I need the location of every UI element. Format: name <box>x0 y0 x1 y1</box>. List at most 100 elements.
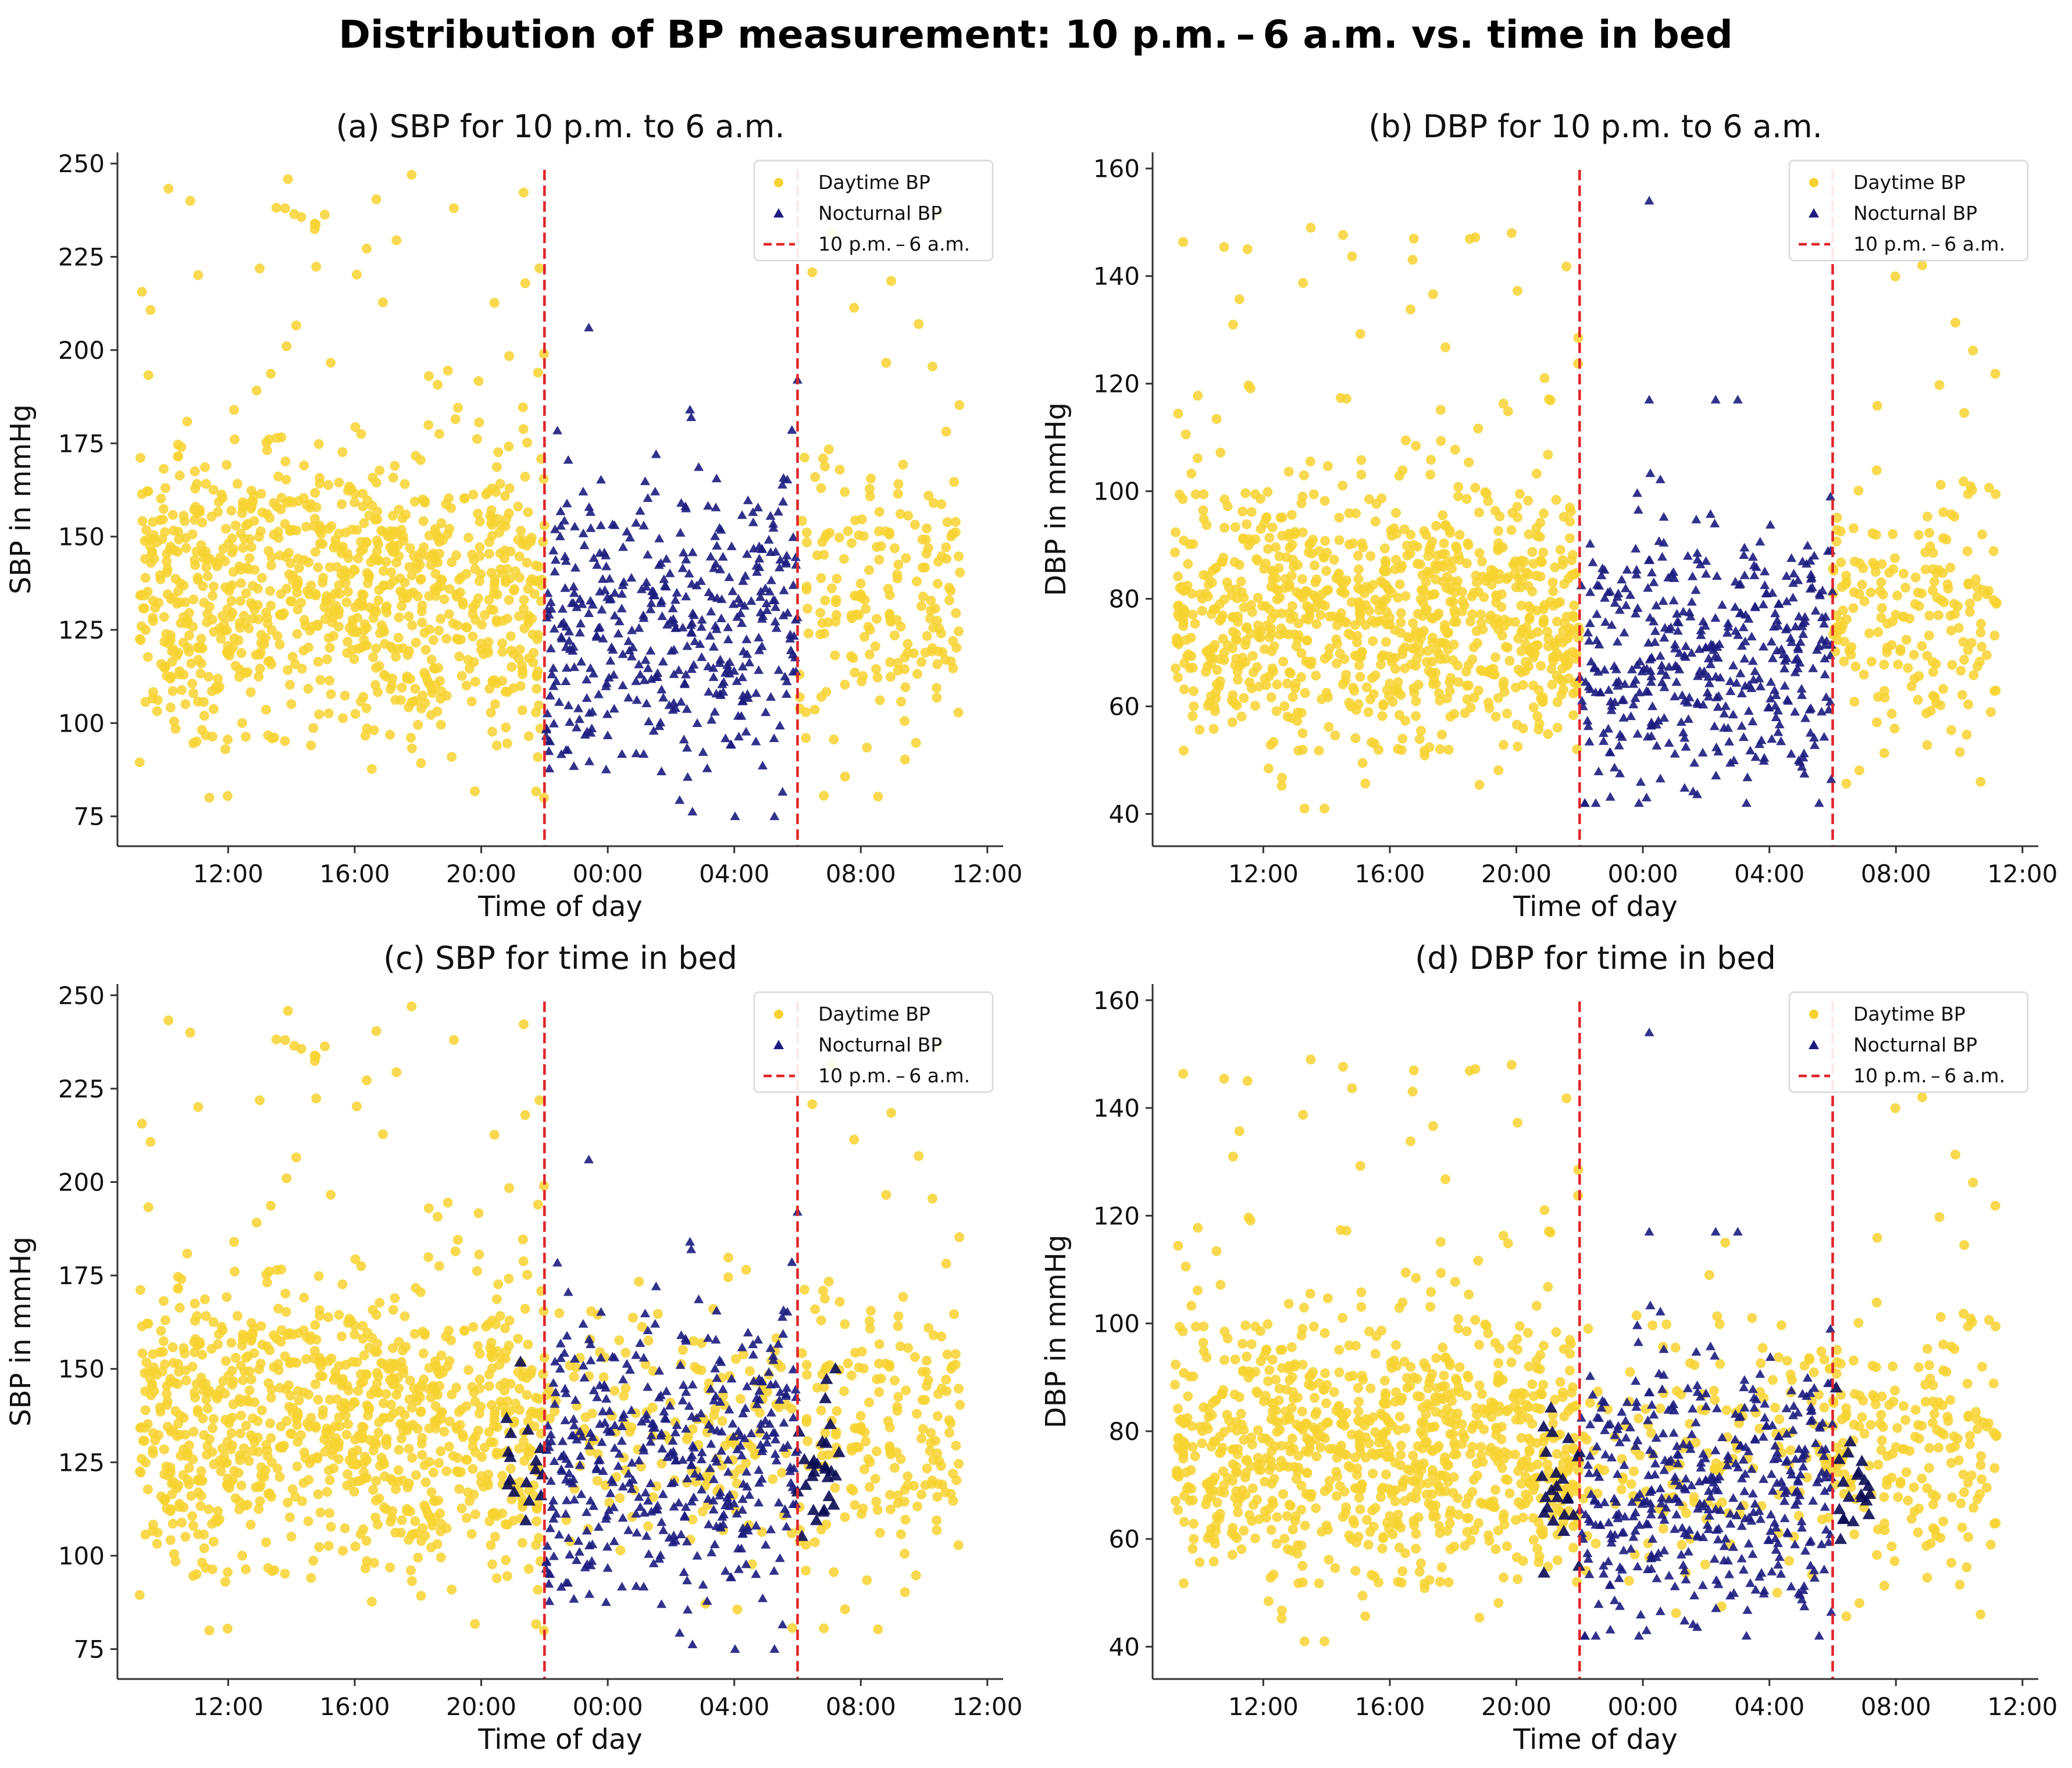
nocturnal-point <box>665 568 675 578</box>
daytime-point <box>402 671 412 682</box>
nocturnal-point <box>601 550 611 559</box>
daytime-point <box>286 558 296 568</box>
daytime-point <box>1407 255 1418 265</box>
daytime-point <box>1264 533 1275 543</box>
daytime-point <box>461 680 472 691</box>
daytime-point <box>436 614 446 624</box>
daytime-point <box>246 486 256 496</box>
daytime-point <box>350 497 360 508</box>
nocturnal-point <box>1759 753 1770 762</box>
daytime-point <box>280 1569 290 1579</box>
daytime-point <box>501 1555 511 1565</box>
nocturnal-point <box>575 1547 584 1556</box>
nocturnal-point <box>561 663 572 672</box>
nocturnal-point <box>552 1257 562 1267</box>
daytime-point <box>359 1467 369 1477</box>
daytime-point <box>286 1531 297 1542</box>
daytime-point <box>886 672 896 682</box>
daytime-point <box>1207 653 1218 663</box>
daytime-point <box>1875 586 1885 596</box>
nocturnal-point <box>732 676 742 685</box>
daytime-point <box>1393 593 1403 603</box>
daytime-point <box>201 1563 211 1573</box>
daytime-point <box>896 1454 906 1464</box>
daytime-point <box>143 370 154 380</box>
daytime-point <box>313 562 323 573</box>
daytime-point <box>1178 621 1189 631</box>
daytime-point <box>202 609 213 619</box>
daytime-point <box>864 1316 875 1326</box>
daytime-point <box>355 537 366 547</box>
nocturnal-point <box>561 676 571 685</box>
daytime-point <box>352 1101 362 1111</box>
daytime-point <box>533 368 543 378</box>
daytime-point <box>426 1487 437 1498</box>
daytime-point <box>1210 706 1220 717</box>
daytime-point <box>400 479 410 489</box>
nocturnal-point <box>1582 715 1593 725</box>
daytime-point <box>349 1397 359 1407</box>
daytime-point <box>415 1407 426 1417</box>
nocturnal-point <box>623 1525 634 1534</box>
daytime-point <box>1274 563 1284 573</box>
nocturnal-point <box>1797 690 1807 699</box>
legend-daytime-marker <box>774 178 783 187</box>
daytime-point <box>1955 747 1965 757</box>
daytime-point <box>1356 469 1367 480</box>
daytime-point <box>404 1394 415 1405</box>
nocturnal-point <box>744 657 755 666</box>
nocturnal-point <box>703 1333 714 1342</box>
daytime-point <box>266 1457 277 1467</box>
daytime-point <box>1453 677 1464 687</box>
nocturnal-point <box>1824 704 1834 714</box>
daytime-point <box>148 687 158 697</box>
daytime-point <box>195 668 206 679</box>
daytime-point <box>266 1492 277 1502</box>
daytime-point <box>474 1249 484 1260</box>
nocturnal-point <box>597 574 608 583</box>
daytime-point <box>402 650 413 660</box>
daytime-point <box>507 662 517 672</box>
daytime-point <box>353 553 363 564</box>
nocturnal-point <box>715 658 725 667</box>
daytime-point <box>212 561 222 572</box>
daytime-point <box>495 479 505 489</box>
daytime-point <box>801 1417 812 1427</box>
daytime-point <box>376 525 387 536</box>
nocturnal-point <box>556 1464 566 1473</box>
nocturnal-point <box>1688 571 1697 580</box>
nocturnal-point <box>569 761 579 770</box>
nocturnal-point <box>738 576 748 585</box>
daytime-point <box>1311 671 1321 681</box>
daytime-point <box>1445 686 1455 696</box>
daytime-point <box>405 543 415 553</box>
daytime-point <box>1199 570 1209 580</box>
daytime-point <box>313 1271 324 1281</box>
nocturnal-point <box>1735 668 1746 678</box>
daytime-point <box>501 1346 512 1356</box>
daytime-point <box>1884 568 1895 578</box>
daytime-point <box>1435 696 1445 705</box>
daytime-point <box>1449 605 1460 616</box>
daytime-point <box>139 1436 149 1446</box>
daytime-point <box>1379 543 1390 554</box>
daytime-point <box>923 1375 933 1385</box>
daytime-point <box>241 1353 251 1363</box>
nocturnal-point <box>1643 583 1653 592</box>
nocturnal-point <box>1692 789 1702 799</box>
daytime-point <box>1522 630 1532 640</box>
daytime-point <box>1839 656 1849 666</box>
nocturnal-point <box>682 641 693 650</box>
daytime-point <box>324 562 335 572</box>
daytime-point <box>141 1357 152 1367</box>
daytime-point <box>1178 494 1188 504</box>
daytime-point <box>470 1447 481 1457</box>
daytime-point <box>1463 540 1474 550</box>
daytime-point <box>241 1420 251 1431</box>
daytime-point <box>1192 453 1203 464</box>
nocturnal-point <box>545 643 556 653</box>
nocturnal-point <box>586 1355 596 1364</box>
daytime-point <box>501 577 511 587</box>
nocturnal-point <box>1820 654 1830 662</box>
